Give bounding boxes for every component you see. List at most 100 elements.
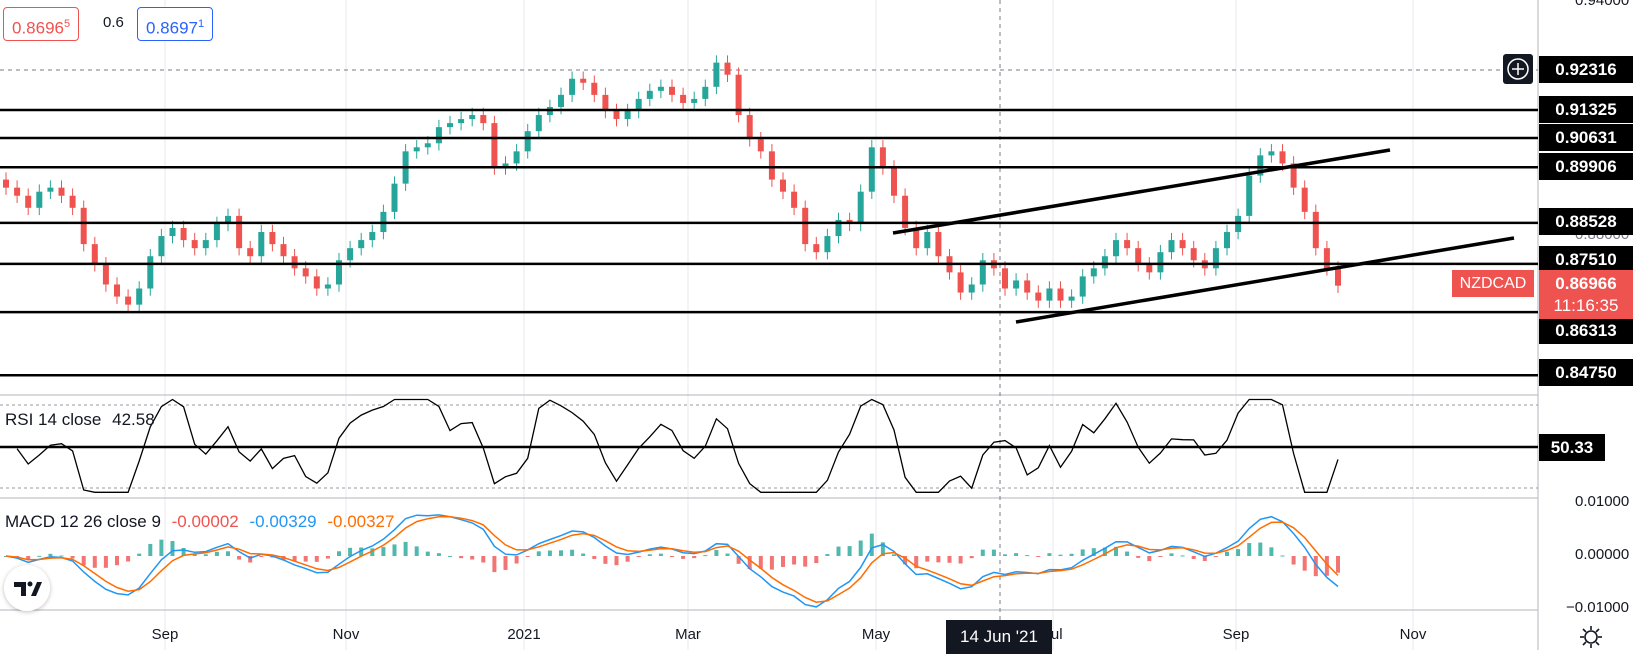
level-tag: 0.90631 bbox=[1539, 124, 1633, 151]
macd-histogram-bar bbox=[259, 556, 264, 557]
macd-histogram-bar bbox=[115, 556, 119, 566]
macd-histogram-bar bbox=[547, 550, 552, 556]
last-price: 0.86966 bbox=[1555, 274, 1617, 293]
candle-body bbox=[1279, 151, 1286, 164]
macd-histogram-bar bbox=[814, 556, 819, 564]
macd-legend[interactable]: MACD 12 26 close 9 -0.00002 -0.00329 -0.… bbox=[5, 512, 400, 532]
x-tick: Sep bbox=[151, 626, 179, 643]
candle-body bbox=[713, 62, 720, 87]
candle-body bbox=[1168, 240, 1175, 253]
macd-histogram-bar bbox=[658, 553, 663, 556]
macd-histogram-bar bbox=[492, 556, 497, 573]
macd-histogram-bar bbox=[459, 556, 464, 559]
price-tick-top: 0.94000 bbox=[1575, 0, 1630, 9]
macd-histogram-bar bbox=[348, 547, 353, 556]
level-tag: 0.88528 bbox=[1539, 208, 1633, 235]
x-tick: 2021 bbox=[507, 626, 541, 643]
macd-histogram-bar bbox=[1047, 553, 1052, 556]
candle-body bbox=[535, 115, 542, 132]
sell-quote[interactable]: 0.86965 bbox=[3, 7, 80, 41]
macd-histogram-bar bbox=[1069, 553, 1074, 556]
macd-histogram-bar bbox=[37, 555, 42, 557]
buy-price: 0.8697 bbox=[146, 18, 198, 38]
candle-body bbox=[324, 284, 331, 289]
macd-histogram-bar bbox=[903, 556, 908, 565]
candle-body bbox=[813, 244, 820, 253]
macd-histogram-bar bbox=[159, 539, 164, 556]
macd-histogram-bar bbox=[148, 543, 153, 556]
candle-body bbox=[69, 195, 76, 208]
candle-body bbox=[136, 288, 143, 305]
candle-body bbox=[957, 272, 964, 293]
level-tag: 0.84750 bbox=[1539, 359, 1633, 386]
candle-body bbox=[891, 167, 897, 196]
macd-histogram-bar bbox=[670, 556, 674, 557]
macd-histogram-bar bbox=[559, 550, 563, 556]
candle-body bbox=[824, 236, 831, 253]
sell-price-sup: 5 bbox=[64, 18, 71, 30]
candle-body bbox=[1224, 232, 1230, 249]
macd-histogram-bar bbox=[703, 555, 708, 557]
candle-body bbox=[646, 90, 653, 99]
macd-histogram-bar bbox=[825, 554, 830, 556]
candle-body bbox=[835, 219, 842, 237]
macd-histogram-bar bbox=[70, 556, 75, 559]
candle-body bbox=[624, 111, 631, 120]
macd-histogram-bar bbox=[836, 546, 841, 556]
macd-histogram-bar bbox=[448, 555, 452, 557]
macd-histogram-bar bbox=[48, 553, 53, 556]
macd-histogram-bar bbox=[947, 556, 952, 563]
candle-body bbox=[1212, 248, 1219, 269]
candle-body bbox=[757, 139, 764, 152]
macd-histogram-bar bbox=[1102, 547, 1107, 556]
candle-body bbox=[724, 62, 731, 75]
candle-body bbox=[458, 119, 465, 124]
candle-body bbox=[125, 296, 132, 305]
candle-body bbox=[902, 195, 909, 228]
candle-body bbox=[591, 82, 598, 95]
candle-body bbox=[979, 260, 986, 285]
macd-histogram-bar bbox=[581, 553, 586, 556]
candle-body bbox=[1257, 155, 1264, 176]
macd-histogram-bar bbox=[1313, 556, 1318, 577]
macd-histogram-bar bbox=[514, 556, 519, 564]
candle-body bbox=[47, 187, 54, 192]
macd-histogram-bar bbox=[925, 556, 930, 562]
candle-body bbox=[1268, 151, 1275, 156]
candle-body bbox=[669, 86, 675, 95]
candle-body bbox=[613, 111, 620, 120]
candle-body bbox=[1113, 240, 1119, 257]
macd-histogram-bar bbox=[503, 556, 508, 570]
candle-body bbox=[735, 74, 742, 116]
candle-body bbox=[680, 94, 687, 103]
macd-pane bbox=[4, 514, 1340, 608]
candle-body bbox=[1101, 256, 1108, 269]
tradingview-logo[interactable] bbox=[4, 565, 50, 611]
macd-histogram-bar bbox=[991, 549, 996, 556]
macd-histogram-bar bbox=[425, 551, 430, 556]
candle-body bbox=[424, 143, 431, 148]
candle-body bbox=[213, 223, 220, 241]
support-resistance-levels bbox=[0, 108, 1538, 377]
candle-body bbox=[269, 232, 276, 245]
macd-signal-value: -0.00327 bbox=[327, 512, 395, 531]
symbol-tag: NZDCAD bbox=[1452, 270, 1534, 297]
macd-histogram-bar bbox=[1003, 554, 1007, 556]
macd-histogram-bar bbox=[880, 542, 885, 556]
macd-histogram-bar bbox=[81, 556, 86, 566]
macd-histogram-bar bbox=[192, 553, 197, 556]
macd-histogram-bar bbox=[792, 556, 797, 565]
buy-quote[interactable]: 0.86971 bbox=[137, 7, 214, 41]
macd-histogram-bar bbox=[414, 546, 419, 556]
candle-body bbox=[469, 115, 476, 120]
buy-price-sup: 1 bbox=[198, 18, 205, 30]
candle-body bbox=[1079, 276, 1086, 297]
level-tag: 0.89906 bbox=[1539, 153, 1633, 180]
settings-gear-icon[interactable] bbox=[1578, 624, 1604, 650]
candle-body bbox=[635, 98, 642, 112]
macd-histogram-bar bbox=[303, 556, 308, 562]
rsi-legend[interactable]: RSI 14 close 42.58 bbox=[5, 410, 161, 430]
macd-histogram-bar bbox=[381, 547, 386, 556]
add-alert-plus-icon[interactable] bbox=[1503, 54, 1533, 84]
